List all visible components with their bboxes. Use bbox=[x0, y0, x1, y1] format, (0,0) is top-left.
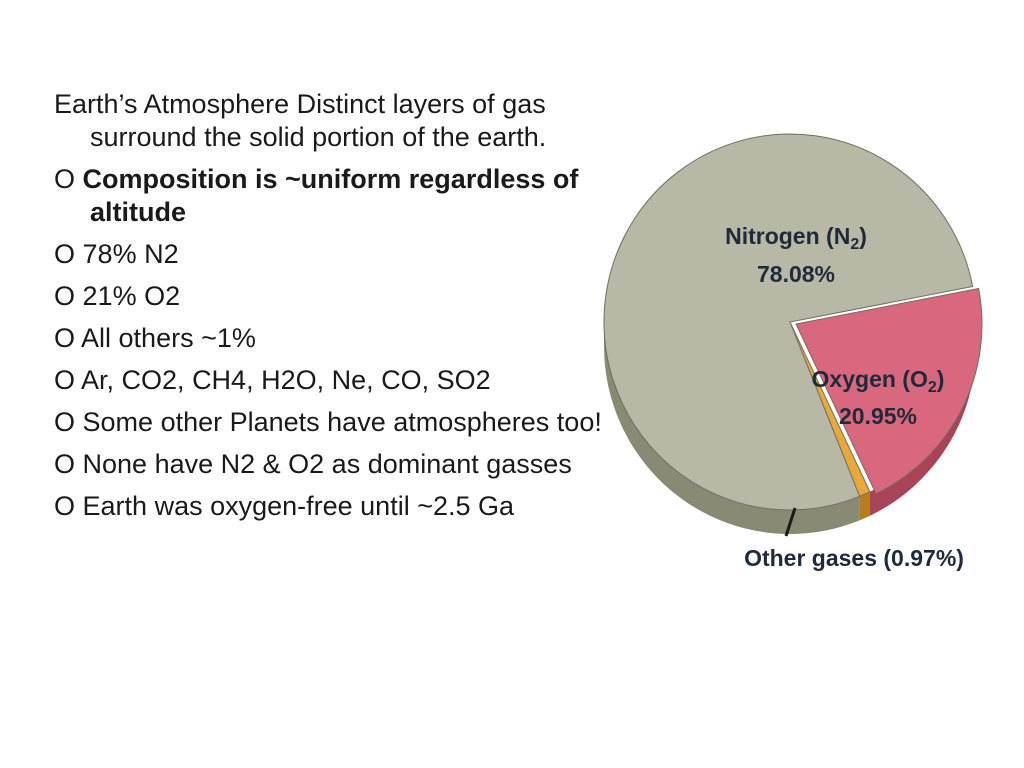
bullet-text: Some other Planets have atmospheres too! bbox=[82, 407, 602, 437]
oxygen-value: 20.95% bbox=[839, 403, 917, 429]
bullet-item: O All others ~1% bbox=[54, 322, 614, 355]
bullet-text: 78% N2 bbox=[82, 239, 179, 269]
bullet-item: O Ar, CO2, CH4, H2O, Ne, CO, SO2 bbox=[54, 364, 614, 397]
intro-text: Earth’s Atmosphere Distinct layers of ga… bbox=[54, 88, 614, 154]
nitrogen-value: 78.08% bbox=[757, 261, 835, 287]
bullet-list: Earth’s Atmosphere Distinct layers of ga… bbox=[54, 88, 614, 532]
leader-line bbox=[784, 507, 797, 537]
bullet-marker: O bbox=[54, 323, 76, 353]
other-gases-label: Other gases (0.97%) bbox=[744, 545, 964, 571]
bullet-item: O 21% O2 bbox=[54, 280, 614, 313]
bullet-text: 21% O2 bbox=[82, 281, 181, 311]
bullet-text: All others ~1% bbox=[81, 323, 256, 353]
bullet-marker: O bbox=[54, 491, 76, 521]
pie-slice-side bbox=[859, 491, 870, 521]
bullet-marker: O bbox=[54, 449, 76, 479]
oxygen-label: Oxygen (O2) bbox=[812, 366, 945, 396]
intro-label: Earth’s Atmosphere Distinct layers of ga… bbox=[54, 89, 547, 152]
bullet-item: O Some other Planets have atmospheres to… bbox=[54, 406, 614, 439]
bullet-text: Ar, CO2, CH4, H2O, Ne, CO, SO2 bbox=[81, 365, 491, 395]
bullet-text: Earth was oxygen-free until ~2.5 Ga bbox=[82, 491, 515, 521]
pie-slice bbox=[795, 287, 983, 495]
bullet-text: None have N2 & O2 as dominant gasses bbox=[82, 449, 572, 479]
pie-slice-side bbox=[603, 322, 860, 534]
bullet-item: O None have N2 & O2 as dominant gasses bbox=[54, 448, 614, 481]
bullet-item: O Earth was oxygen-free until ~2.5 Ga bbox=[54, 490, 614, 523]
bullet-marker: O bbox=[54, 407, 76, 437]
bullet-marker: O bbox=[54, 281, 76, 311]
bullet-marker: O bbox=[54, 239, 76, 269]
bullet-item: O Composition is ~uniform regardless of … bbox=[54, 163, 614, 229]
nitrogen-label: Nitrogen (N2) bbox=[725, 223, 867, 253]
bullet-marker: O bbox=[54, 365, 76, 395]
pie-slice bbox=[603, 133, 974, 511]
bullet-item: O 78% N2 bbox=[54, 238, 614, 271]
bullet-marker: O bbox=[54, 164, 76, 194]
bullet-text: Composition is ~uniform regardless of al… bbox=[82, 164, 579, 227]
